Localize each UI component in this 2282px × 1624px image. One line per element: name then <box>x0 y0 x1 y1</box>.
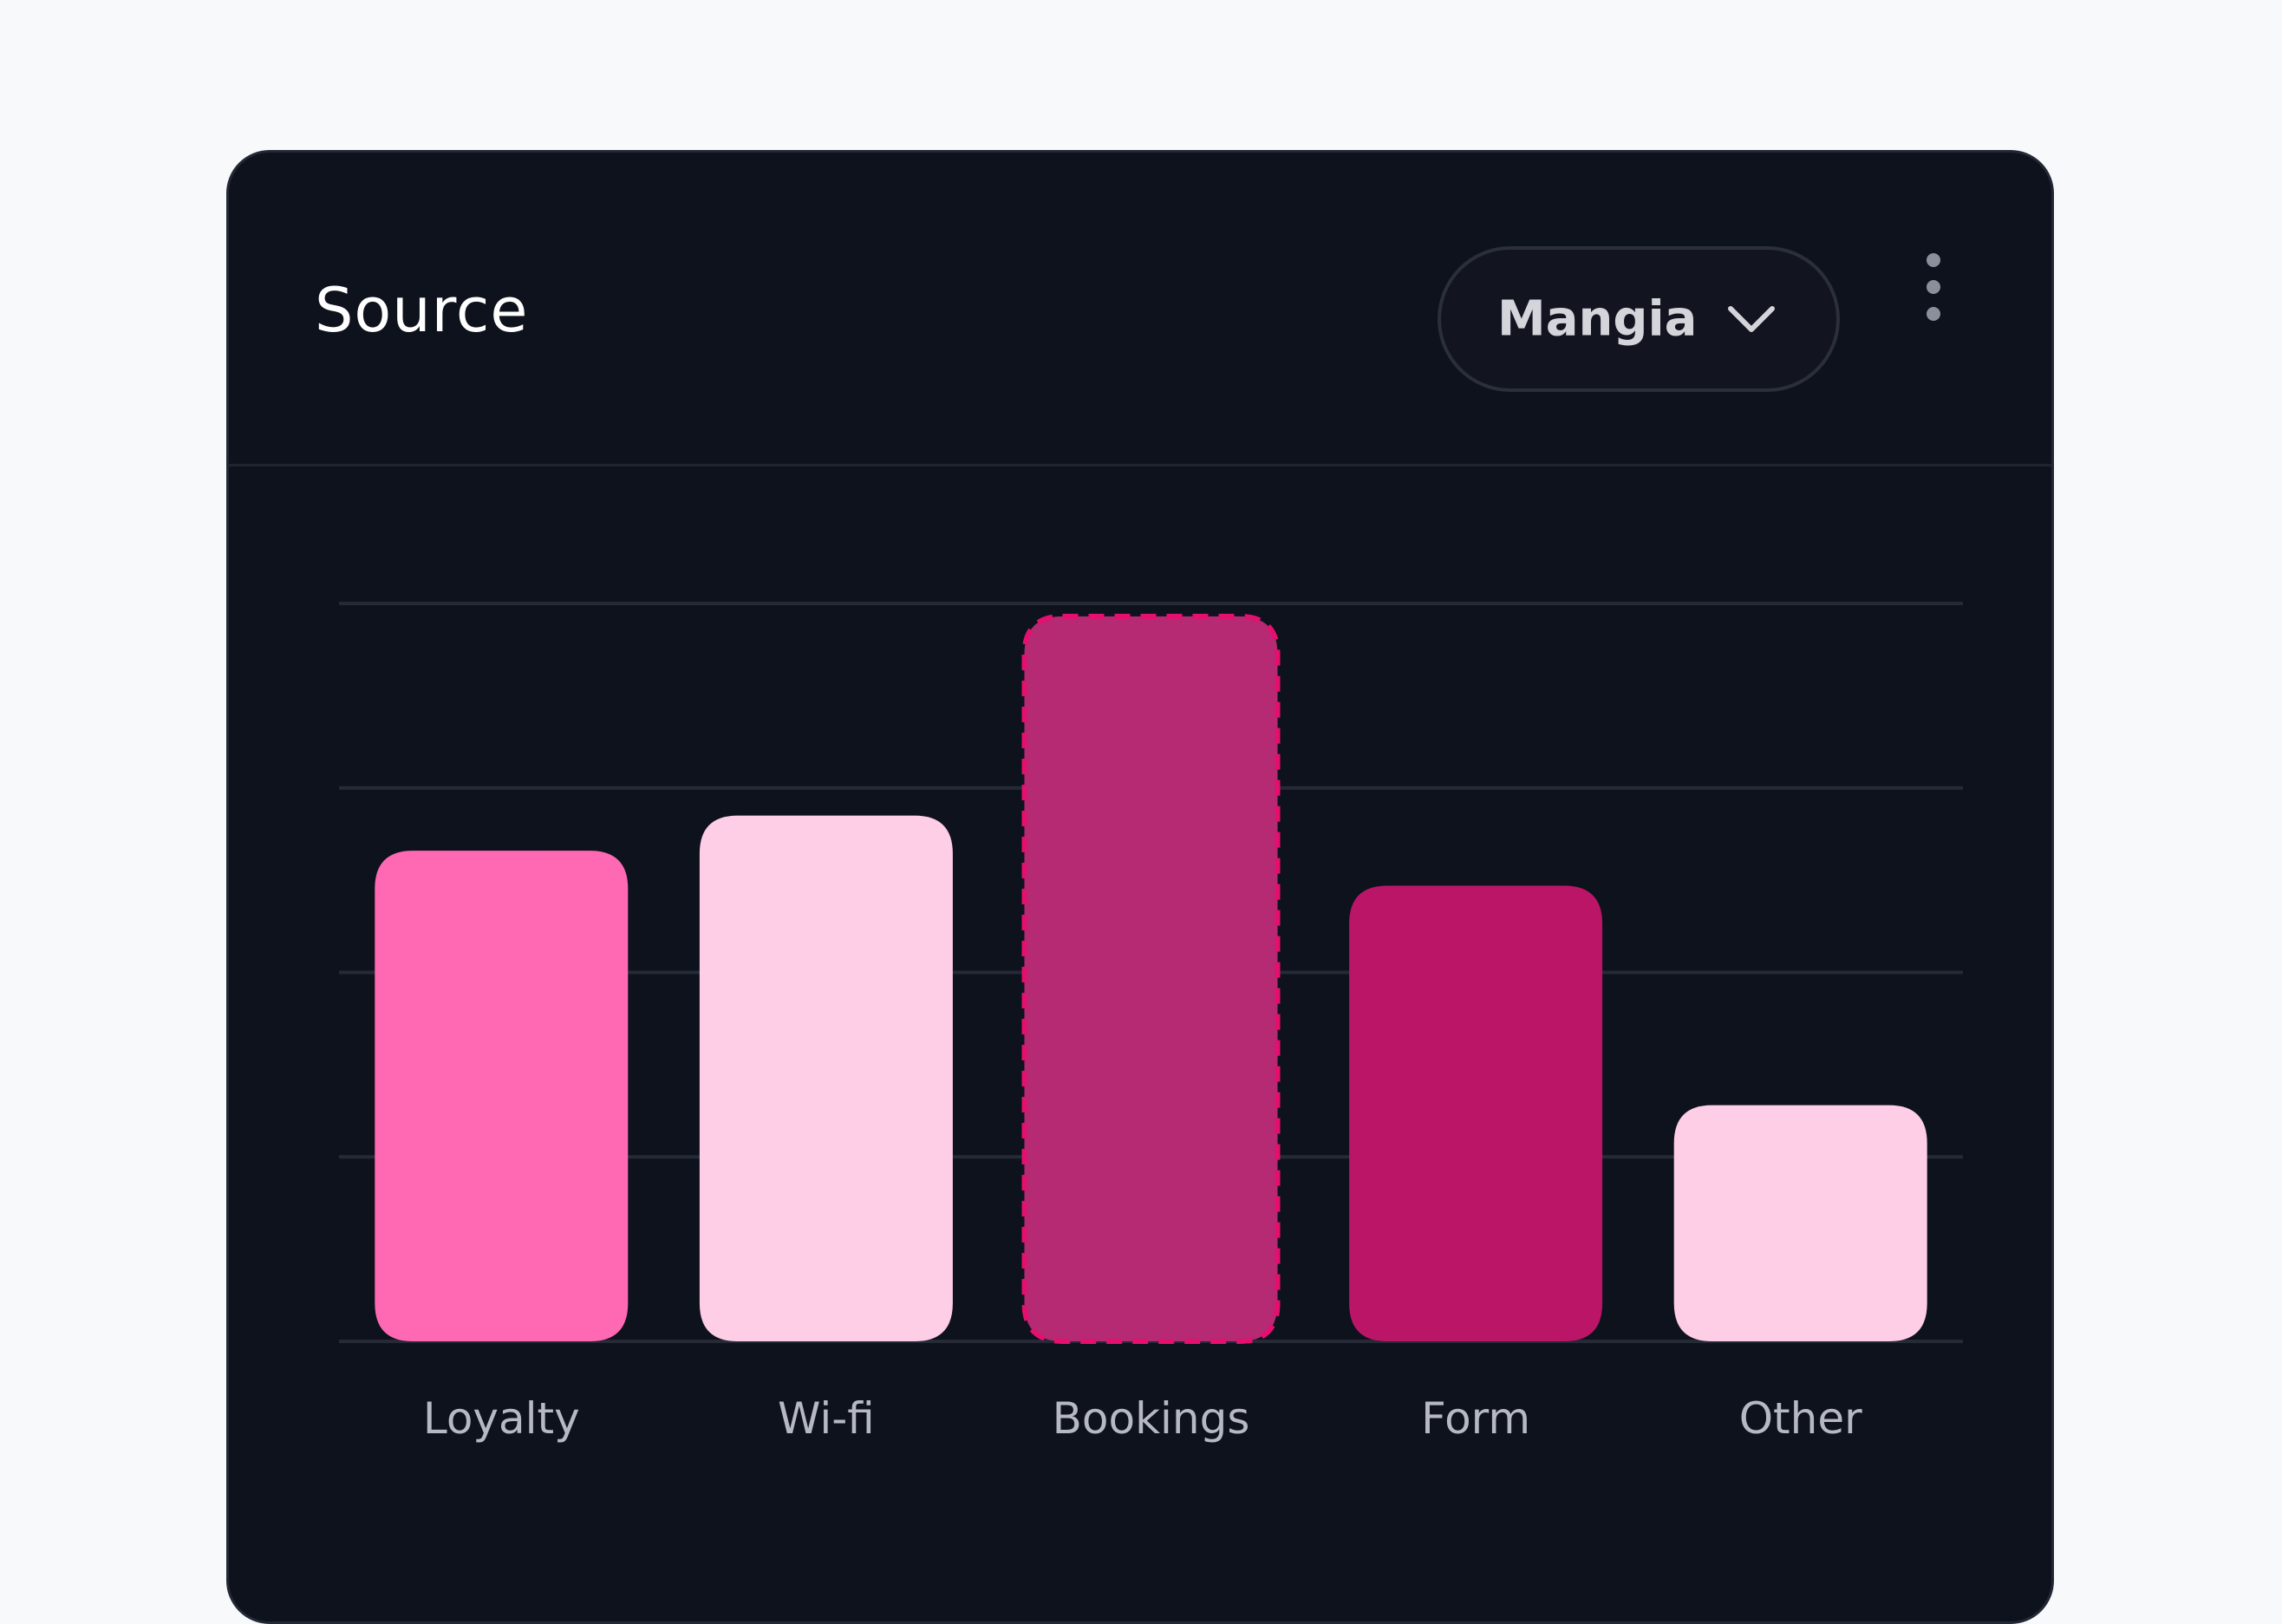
bar-other[interactable] <box>1673 1105 1927 1341</box>
x-tick-label: Wi-fi <box>778 1393 875 1444</box>
x-tick-label: Other <box>1739 1393 1862 1444</box>
bar-loyalty[interactable] <box>375 851 629 1341</box>
bar-form[interactable] <box>1349 885 1603 1341</box>
bar-bookings[interactable] <box>1021 613 1281 1344</box>
x-tick-label: Loyalty <box>423 1393 580 1444</box>
bar-wi-fi[interactable] <box>699 815 953 1341</box>
dropdown-selected-value: Mangia <box>1497 290 1698 348</box>
more-vertical-icon[interactable] <box>1916 248 1951 326</box>
bar-chart: Loyalty Wi-fi Bookings Form Other <box>339 602 1963 1444</box>
x-tick-label: Bookings <box>1053 1393 1250 1444</box>
source-card: Source Mangia Loyalty Wi-fi Bookings Form Ot… <box>226 150 2054 1624</box>
chevron-down-icon <box>1728 306 1775 332</box>
card-header: Source Mangia <box>229 153 2051 466</box>
source-dropdown[interactable]: Mangia <box>1438 246 1840 392</box>
x-tick-label: Form <box>1421 1393 1530 1444</box>
card-title: Source <box>315 275 529 346</box>
